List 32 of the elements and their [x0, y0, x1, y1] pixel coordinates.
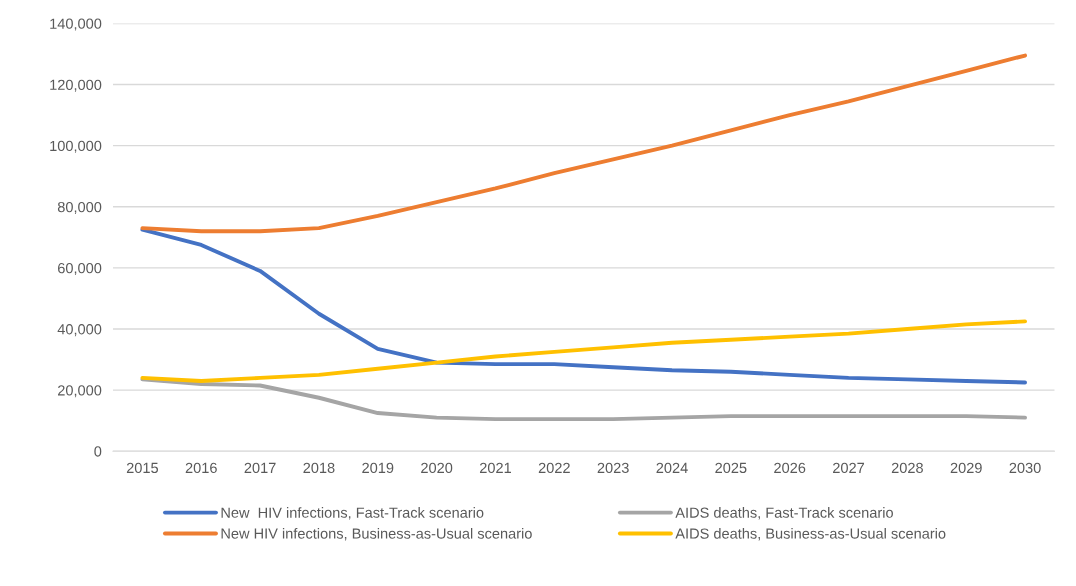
y-tick-label: 100,000: [50, 140, 102, 153]
line-series: [140, 319, 1028, 383]
x-tick-label: 2027: [833, 462, 865, 474]
x-tick-label: 2028: [891, 462, 923, 474]
legend-label: New HIV infections, Business-as-Usual scenario: [221, 528, 532, 541]
x-tick-label: 2015: [126, 462, 159, 474]
x-tick-label: 2017: [244, 462, 276, 474]
x-tick-label: 2022: [538, 462, 570, 474]
y-tick-label: 0: [94, 446, 102, 457]
x-tick-label: 2018: [303, 462, 335, 474]
x-tick-label: 2029: [950, 462, 982, 474]
y-tick-label: 140,000: [50, 18, 102, 31]
x-tick-label: 2030: [1009, 462, 1041, 474]
x-tick-label: 2016: [185, 462, 217, 474]
y-tick-label: 80,000: [57, 201, 102, 214]
line-series: [140, 53, 1028, 234]
x-tick-label: 2026: [774, 462, 806, 474]
y-tick-label: 40,000: [57, 324, 102, 337]
x-tick-label: 2025: [715, 462, 747, 474]
x-tick-label: 2019: [362, 462, 394, 474]
x-tick-label: 2024: [656, 462, 688, 474]
y-tick-label: 120,000: [50, 79, 102, 92]
line-series: [140, 227, 1028, 385]
legend-label: AIDS deaths, Fast-Track scenario: [675, 507, 893, 520]
legend-label: AIDS deaths, Business-as-Usual scenario: [675, 528, 946, 541]
line-series: [140, 377, 1028, 422]
x-tick-label: 2023: [597, 462, 629, 474]
y-tick-label: 20,000: [58, 385, 102, 398]
y-tick-label: 60,000: [58, 262, 102, 276]
x-tick-label: 2021: [479, 462, 511, 474]
x-tick-label: 2020: [421, 462, 453, 474]
legend-label: New HIV infections, Fast-Track scenario: [221, 507, 484, 520]
